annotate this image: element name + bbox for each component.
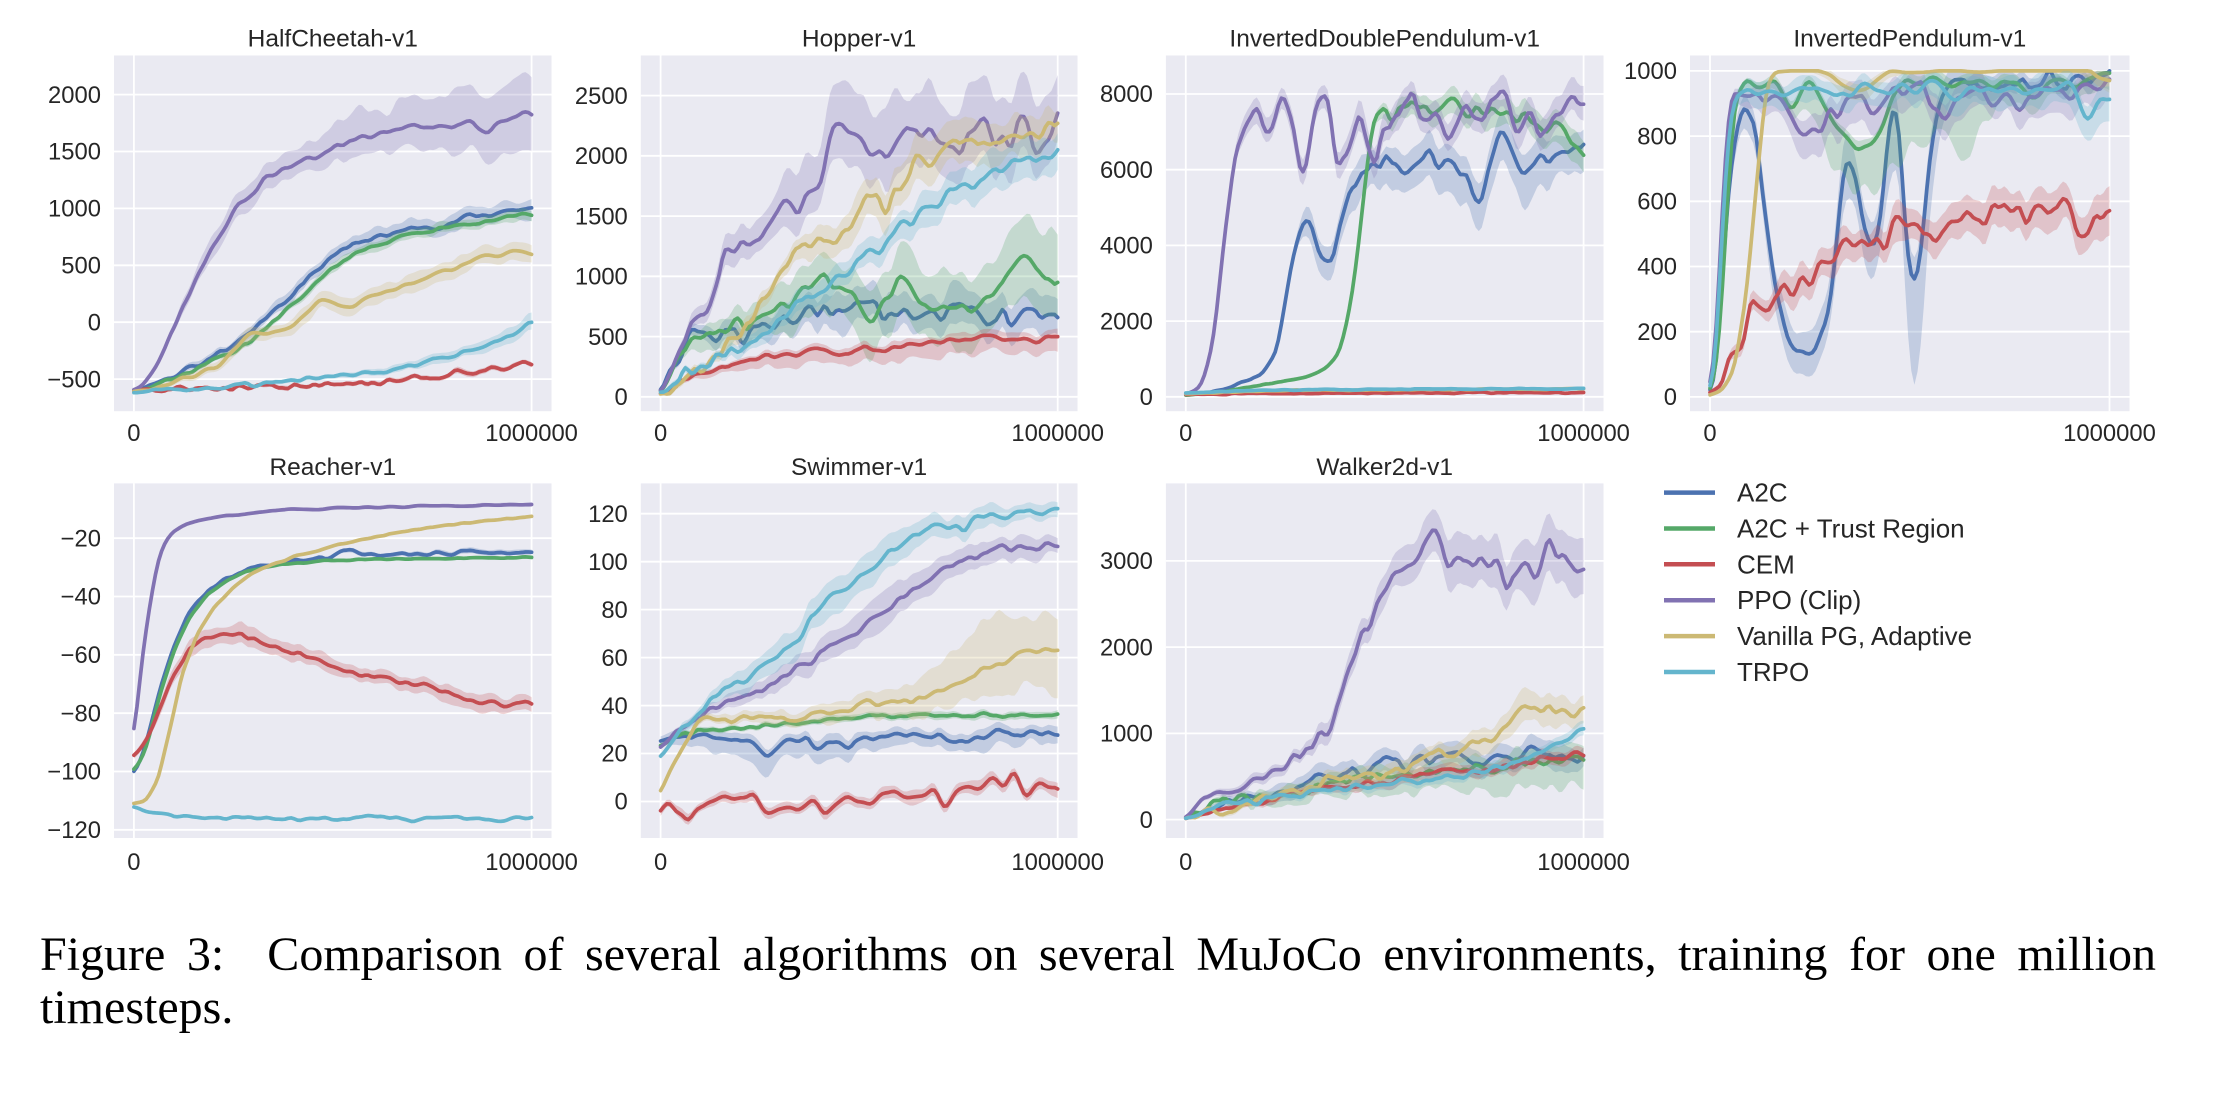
svg-text:0: 0 [127, 849, 140, 876]
svg-text:1000: 1000 [48, 196, 101, 223]
svg-text:40: 40 [601, 693, 627, 720]
svg-text:0: 0 [654, 420, 667, 447]
svg-text:2500: 2500 [575, 83, 628, 110]
svg-text:2000: 2000 [1100, 634, 1153, 661]
svg-text:200: 200 [1637, 319, 1677, 346]
svg-text:0: 0 [1179, 420, 1192, 447]
svg-text:60: 60 [601, 645, 627, 672]
svg-text:PPO (Clip): PPO (Clip) [1737, 585, 1861, 615]
svg-text:500: 500 [588, 324, 628, 351]
svg-text:−500: −500 [47, 366, 101, 393]
svg-text:InvertedDoublePendulum-v1: InvertedDoublePendulum-v1 [1229, 26, 1540, 53]
svg-text:HalfCheetah-v1: HalfCheetah-v1 [248, 26, 418, 53]
svg-text:2000: 2000 [1100, 308, 1153, 335]
svg-text:InvertedPendulum-v1: InvertedPendulum-v1 [1793, 26, 2026, 53]
svg-text:A2C + Trust Region: A2C + Trust Region [1737, 513, 1965, 543]
svg-text:1000000: 1000000 [1537, 420, 1630, 447]
svg-text:0: 0 [127, 420, 140, 447]
svg-text:0: 0 [1140, 807, 1153, 834]
svg-text:2000: 2000 [575, 143, 628, 170]
svg-text:TRPO: TRPO [1737, 657, 1809, 687]
svg-text:1000000: 1000000 [485, 420, 578, 447]
svg-text:6000: 6000 [1100, 157, 1153, 184]
svg-text:−120: −120 [47, 817, 101, 844]
svg-text:0: 0 [615, 384, 628, 411]
svg-text:2000: 2000 [48, 82, 101, 109]
svg-text:1000000: 1000000 [485, 849, 578, 876]
svg-text:20: 20 [601, 741, 627, 768]
svg-text:1500: 1500 [575, 203, 628, 230]
svg-text:A2C: A2C [1737, 478, 1788, 508]
svg-text:−100: −100 [47, 759, 101, 786]
svg-text:80: 80 [601, 597, 627, 624]
svg-text:1000: 1000 [1100, 721, 1153, 748]
svg-text:600: 600 [1637, 189, 1677, 216]
svg-text:1000000: 1000000 [1011, 420, 1104, 447]
svg-text:4000: 4000 [1100, 233, 1153, 260]
svg-text:−20: −20 [61, 525, 101, 552]
svg-text:1000: 1000 [1624, 58, 1677, 85]
svg-text:500: 500 [61, 253, 101, 280]
svg-text:0: 0 [1140, 384, 1153, 411]
svg-text:1500: 1500 [48, 139, 101, 166]
svg-text:Walker2d-v1: Walker2d-v1 [1316, 454, 1453, 481]
svg-text:Vanilla PG, Adaptive: Vanilla PG, Adaptive [1737, 621, 1972, 651]
svg-text:0: 0 [1703, 420, 1716, 447]
svg-text:0: 0 [654, 849, 667, 876]
svg-text:0: 0 [615, 789, 628, 816]
svg-text:3000: 3000 [1100, 548, 1153, 575]
svg-text:1000000: 1000000 [1537, 849, 1630, 876]
svg-text:0: 0 [1179, 849, 1192, 876]
svg-text:100: 100 [588, 549, 628, 576]
svg-text:800: 800 [1637, 123, 1677, 150]
svg-text:0: 0 [1664, 384, 1677, 411]
svg-text:−40: −40 [61, 584, 101, 611]
svg-text:1000000: 1000000 [1011, 849, 1104, 876]
svg-text:8000: 8000 [1100, 81, 1153, 108]
svg-text:400: 400 [1637, 254, 1677, 281]
svg-text:Swimmer-v1: Swimmer-v1 [791, 454, 927, 481]
svg-text:CEM: CEM [1737, 549, 1795, 579]
svg-text:1000000: 1000000 [2063, 420, 2156, 447]
svg-text:0: 0 [88, 309, 101, 336]
svg-text:Reacher-v1: Reacher-v1 [269, 454, 396, 481]
svg-text:−80: −80 [61, 700, 101, 727]
svg-text:Hopper-v1: Hopper-v1 [802, 26, 916, 53]
svg-text:1000: 1000 [575, 264, 628, 291]
svg-text:−60: −60 [61, 642, 101, 669]
svg-text:120: 120 [588, 501, 628, 528]
